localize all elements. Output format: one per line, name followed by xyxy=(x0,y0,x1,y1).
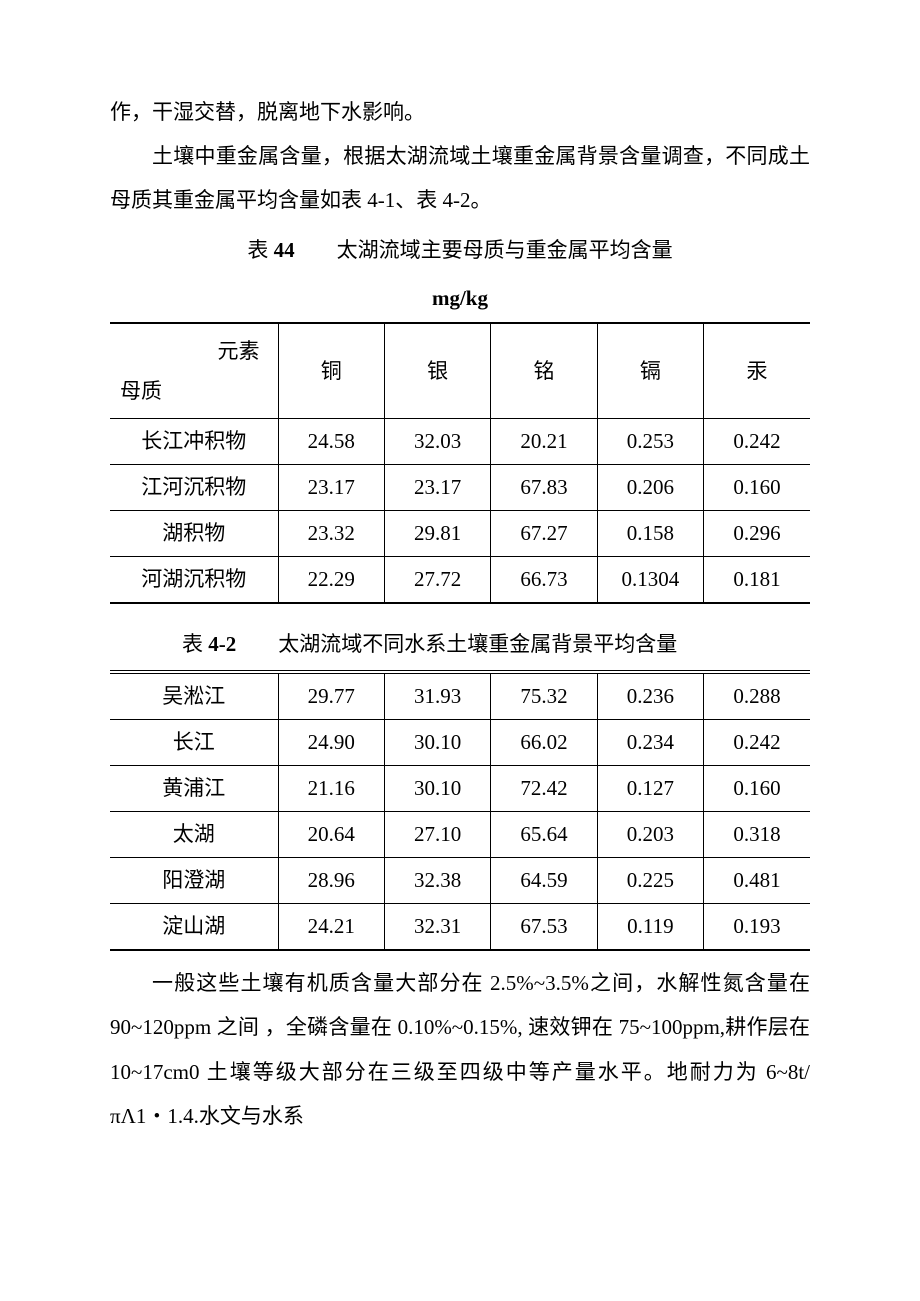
document-page: 作，干湿交替，脱离地下水影响。 土壤中重金属含量，根据太湖流域土壤重金属背景含量… xyxy=(0,0,920,1301)
table2-cell: 0.236 xyxy=(597,674,703,720)
table1-cell: 29.81 xyxy=(384,511,490,557)
table1-header-row: 元素 母质 铜 银 铭 镉 汞 xyxy=(110,323,810,418)
table2-cell: 24.21 xyxy=(278,904,384,951)
table-row: 江河沉积物 23.17 23.17 67.83 0.206 0.160 xyxy=(110,465,810,511)
table1-header-diag: 元素 母质 xyxy=(110,323,278,418)
table2-row3-label: 太湖 xyxy=(110,812,278,858)
table1-row1-label: 江河沉积物 xyxy=(110,465,278,511)
table2-cell: 0.318 xyxy=(704,812,810,858)
table2-cell: 0.481 xyxy=(704,858,810,904)
table1-cell: 0.296 xyxy=(704,511,810,557)
table2-row4-label: 阳澄湖 xyxy=(110,858,278,904)
table2-cell: 30.10 xyxy=(384,766,490,812)
table2-cell: 31.93 xyxy=(384,674,490,720)
table1-cell: 0.242 xyxy=(704,419,810,465)
table1-cell: 23.32 xyxy=(278,511,384,557)
paragraph-3: 一般这些土壤有机质含量大部分在 2.5%~3.5%之间，水解性氮含量在 90~1… xyxy=(110,961,810,1137)
table2-cell: 32.31 xyxy=(384,904,490,951)
table1-cell: 24.58 xyxy=(278,419,384,465)
table-row: 湖积物 23.32 29.81 67.27 0.158 0.296 xyxy=(110,511,810,557)
table2-row1-label: 长江 xyxy=(110,720,278,766)
paragraph-1: 作，干湿交替，脱离地下水影响。 xyxy=(110,90,810,134)
table1-cell: 67.27 xyxy=(491,511,597,557)
table-2: 吴淞江 29.77 31.93 75.32 0.236 0.288 长江 24.… xyxy=(110,673,810,951)
table1-cell: 0.158 xyxy=(597,511,703,557)
table2-row0-label: 吴淞江 xyxy=(110,674,278,720)
table2-cell: 75.32 xyxy=(491,674,597,720)
table2-cell: 28.96 xyxy=(278,858,384,904)
table2-cell: 30.10 xyxy=(384,720,490,766)
table2-cell: 66.02 xyxy=(491,720,597,766)
table1-cell: 23.17 xyxy=(278,465,384,511)
table2-cell: 24.90 xyxy=(278,720,384,766)
table1-row0-label: 长江冲积物 xyxy=(110,419,278,465)
table1-col-4: 汞 xyxy=(704,323,810,418)
table-row: 阳澄湖 28.96 32.38 64.59 0.225 0.481 xyxy=(110,858,810,904)
table-row: 淀山湖 24.21 32.31 67.53 0.119 0.193 xyxy=(110,904,810,951)
table2-cell: 32.38 xyxy=(384,858,490,904)
table1-col-1: 银 xyxy=(384,323,490,418)
table1-cell: 23.17 xyxy=(384,465,490,511)
table1-cell: 66.73 xyxy=(491,557,597,604)
table1-cell: 0.160 xyxy=(704,465,810,511)
table2-cell: 0.119 xyxy=(597,904,703,951)
table2-cell: 20.64 xyxy=(278,812,384,858)
table1-cell: 0.206 xyxy=(597,465,703,511)
table2-cell: 0.234 xyxy=(597,720,703,766)
table1-col-0: 铜 xyxy=(278,323,384,418)
table1-row3-label: 河湖沉积物 xyxy=(110,557,278,604)
table2-cell: 64.59 xyxy=(491,858,597,904)
table2-row5-label: 淀山湖 xyxy=(110,904,278,951)
table-row: 黄浦江 21.16 30.10 72.42 0.127 0.160 xyxy=(110,766,810,812)
table2-cell: 0.242 xyxy=(704,720,810,766)
table2-cell: 0.225 xyxy=(597,858,703,904)
table1-col-2: 铭 xyxy=(491,323,597,418)
table2-caption-num: 4-2 xyxy=(208,632,236,656)
table2-caption-text: 太湖流域不同水系土壤重金属背景平均含量 xyxy=(278,632,677,656)
table1-cell: 0.181 xyxy=(704,557,810,604)
table1-cell: 22.29 xyxy=(278,557,384,604)
table1-caption: 表 44 太湖流域主要母质与重金属平均含量 xyxy=(110,228,810,272)
table2-cell: 27.10 xyxy=(384,812,490,858)
table1-header-top: 元素 xyxy=(120,332,268,372)
table1-caption-gap xyxy=(295,238,337,262)
table2-cell: 0.203 xyxy=(597,812,703,858)
table2-cell: 65.64 xyxy=(491,812,597,858)
table-row: 太湖 20.64 27.10 65.64 0.203 0.318 xyxy=(110,812,810,858)
table-row: 长江 24.90 30.10 66.02 0.234 0.242 xyxy=(110,720,810,766)
table-row: 河湖沉积物 22.29 27.72 66.73 0.1304 0.181 xyxy=(110,557,810,604)
table1-caption-num: 44 xyxy=(274,238,295,262)
table2-cell: 0.127 xyxy=(597,766,703,812)
table2-caption-prefix: 表 xyxy=(182,632,208,656)
table1-cell: 32.03 xyxy=(384,419,490,465)
paragraph-2: 土壤中重金属含量，根据太湖流域土壤重金属背景含量调查，不同成土母质其重金属平均含… xyxy=(110,134,810,222)
table2-cell: 0.160 xyxy=(704,766,810,812)
table2-caption-gap xyxy=(236,632,278,656)
table1-cell: 20.21 xyxy=(491,419,597,465)
table1-caption-text: 太湖流域主要母质与重金属平均含量 xyxy=(337,238,673,262)
table-row: 长江冲积物 24.58 32.03 20.21 0.253 0.242 xyxy=(110,419,810,465)
table1-row2-label: 湖积物 xyxy=(110,511,278,557)
table2-cell: 21.16 xyxy=(278,766,384,812)
table2-cell: 0.193 xyxy=(704,904,810,951)
table2-cell: 67.53 xyxy=(491,904,597,951)
table1-col-3: 镉 xyxy=(597,323,703,418)
table2-row2-label: 黄浦江 xyxy=(110,766,278,812)
table1-unit: mg/kg xyxy=(110,276,810,320)
table1-cell: 27.72 xyxy=(384,557,490,604)
table1-cell: 67.83 xyxy=(491,465,597,511)
table2-cell: 0.288 xyxy=(704,674,810,720)
table1-header-bottom: 母质 xyxy=(120,372,268,412)
table1-caption-prefix: 表 xyxy=(247,238,273,262)
table2-cell: 72.42 xyxy=(491,766,597,812)
table2-caption: 表 4-2 太湖流域不同水系土壤重金属背景平均含量 xyxy=(110,622,810,671)
table2-cell: 29.77 xyxy=(278,674,384,720)
table-1: 元素 母质 铜 银 铭 镉 汞 长江冲积物 24.58 32.03 20.21 … xyxy=(110,322,810,604)
table-row: 吴淞江 29.77 31.93 75.32 0.236 0.288 xyxy=(110,674,810,720)
table1-cell: 0.1304 xyxy=(597,557,703,604)
table1-cell: 0.253 xyxy=(597,419,703,465)
